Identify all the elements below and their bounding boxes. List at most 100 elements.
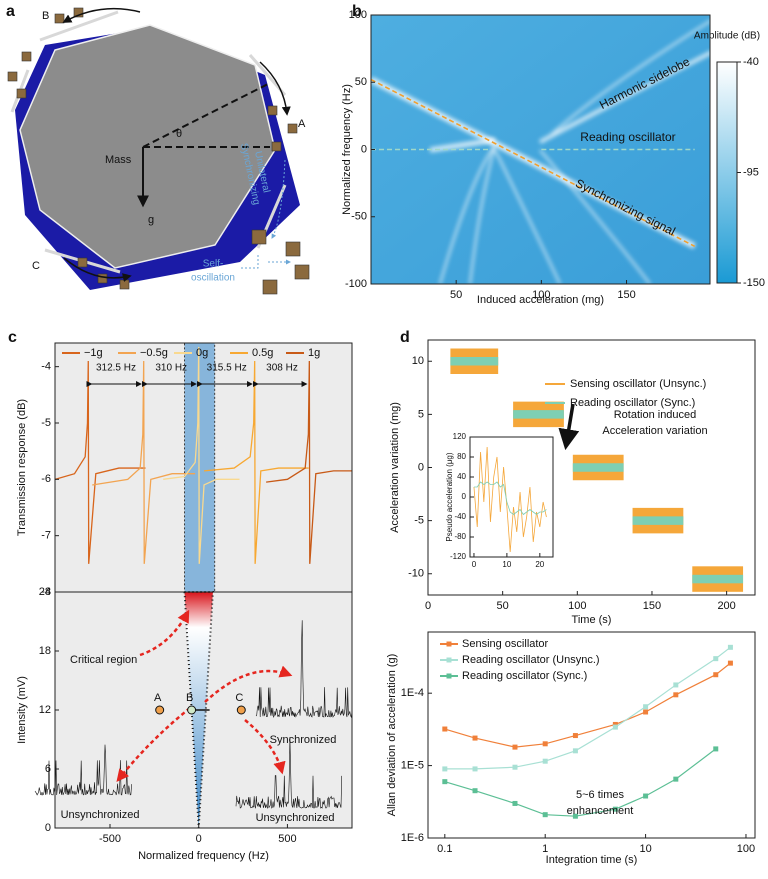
marker [713, 746, 719, 752]
x-tick-label: 100 [568, 600, 586, 612]
colorbar-tick-label: -150 [743, 277, 765, 289]
annotation: Acceleration variation [602, 425, 707, 437]
legend-marker [446, 657, 452, 663]
marker [572, 813, 578, 819]
annotation: Critical region [70, 654, 137, 666]
y-tick-label: 1E-4 [401, 687, 424, 699]
self-label: oscillation [191, 273, 235, 284]
rotation-arrow [259, 61, 291, 116]
panel-label: c [8, 329, 17, 346]
self-label: Self- [203, 259, 224, 270]
data-line [444, 662, 731, 748]
y-axis-label: Allan deviation of acceleration (g) [386, 654, 398, 817]
marker [673, 776, 679, 782]
marker [727, 660, 733, 666]
x-tick-label: 0 [472, 560, 477, 569]
legend-label: Sensing oscillator (Unsync.) [570, 378, 706, 390]
marker [512, 800, 518, 806]
y-tick-label: 10 [412, 355, 424, 367]
y-tick-label: -6 [41, 473, 51, 485]
data-line [92, 361, 196, 564]
x-tick-label: 100 [737, 843, 755, 855]
spectrum-label: Unsynchronized [256, 812, 335, 824]
y-tick-label: -5 [41, 417, 51, 429]
y-tick-label: 40 [457, 472, 466, 481]
y-tick-label: -5 [414, 515, 424, 527]
colorbar-label: Amplitude (dB) [694, 31, 760, 42]
marker [612, 721, 618, 727]
x-tick-label: 10 [502, 560, 511, 569]
annotation: 5~6 times [576, 789, 624, 801]
red-arrow [116, 707, 191, 782]
marker [673, 692, 679, 698]
spacing-label: 310 Hz [155, 363, 187, 374]
data-line [371, 78, 696, 248]
legend-label: Reading oscillator (Sync.) [570, 397, 695, 409]
data-line [444, 646, 731, 770]
legend-label: −1g [84, 347, 103, 359]
band-segment [692, 574, 744, 584]
x-tick-label: 150 [643, 600, 661, 612]
marker [673, 682, 679, 688]
data-line [266, 361, 352, 564]
legend-label: −0.5g [140, 347, 168, 359]
marker [442, 779, 448, 785]
spacing-label: 312.5 Hz [96, 363, 136, 374]
point-label: A [154, 692, 162, 704]
x-tick-label: 0.1 [437, 843, 452, 855]
x-tick-label: 50 [497, 600, 509, 612]
marker [713, 672, 719, 678]
x-tick-label: 50 [450, 289, 462, 301]
y-tick-label: 80 [457, 452, 466, 461]
data-line [163, 346, 240, 564]
legend-label: 1g [308, 347, 320, 359]
rotation-arrow [63, 257, 132, 282]
y-tick-label: 24 [39, 586, 51, 598]
y-tick-label: -100 [345, 278, 367, 290]
marker [512, 744, 518, 750]
y-tick-label: -7 [41, 530, 51, 542]
sync-path [271, 159, 286, 239]
x-axis-label: Integration time (s) [546, 854, 638, 866]
legend-marker [446, 641, 452, 647]
position-label: A [298, 118, 306, 130]
y-tick-label: 0 [418, 461, 424, 473]
marker [643, 793, 649, 799]
band-segment [572, 463, 624, 472]
x-tick-label: 0 [196, 833, 202, 845]
marker [572, 748, 578, 754]
beam [10, 10, 287, 274]
y-tick-label: 50 [355, 76, 367, 88]
point-label: C [235, 692, 243, 704]
y-tick-label: -40 [454, 512, 466, 521]
angle-label: θ [176, 128, 182, 140]
annotation: Rotation induced [614, 409, 697, 421]
marker [542, 812, 548, 818]
x-tick-label: -500 [99, 833, 121, 845]
spectrum [235, 736, 342, 810]
data-line [473, 481, 547, 516]
spectrum [255, 620, 353, 719]
panel-label: d [400, 329, 410, 346]
x-tick-label: 500 [278, 833, 296, 845]
position-label: C [32, 260, 40, 272]
x-tick-label: 10 [639, 843, 651, 855]
y-tick-label: -80 [454, 532, 466, 541]
annotation: enhancement [567, 805, 634, 817]
y-tick-label: 1E-5 [401, 760, 424, 772]
marker [442, 766, 448, 772]
marker [442, 726, 448, 732]
plot-frame [427, 631, 756, 839]
rotation-arrow [62, 7, 141, 23]
y-tick-label: 0 [45, 822, 51, 834]
red-arrow [204, 665, 293, 703]
y-tick-label: 12 [39, 704, 51, 716]
legend-label: 0g [196, 347, 208, 359]
x-tick-label: 0 [425, 600, 431, 612]
red-arrow [244, 719, 286, 775]
marker [727, 644, 733, 650]
marker [643, 709, 649, 715]
y-tick-label: 0 [462, 492, 467, 501]
red-arrow [139, 609, 190, 657]
